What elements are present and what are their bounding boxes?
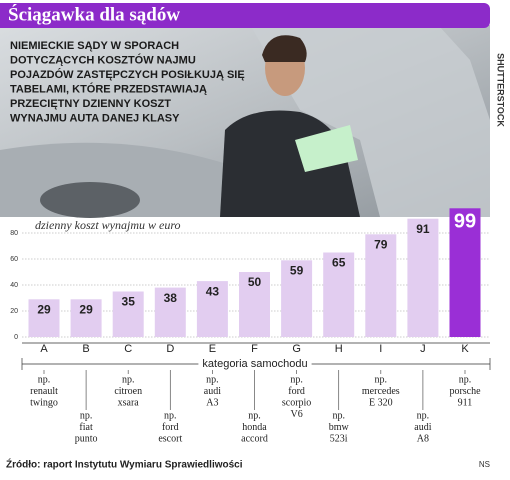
bar bbox=[365, 234, 397, 337]
y-tick-label: 20 bbox=[10, 308, 18, 315]
car-example: escort bbox=[158, 433, 182, 444]
x-tick-label: B bbox=[82, 343, 89, 355]
car-example: np. bbox=[290, 374, 303, 385]
value-label: 99 bbox=[454, 211, 476, 233]
photo bbox=[0, 5, 490, 218]
car-example: np. bbox=[122, 374, 135, 385]
x-tick-label: K bbox=[461, 343, 469, 355]
value-label: 79 bbox=[374, 237, 388, 251]
x-tick-label: G bbox=[292, 343, 301, 355]
value-label: 29 bbox=[79, 302, 93, 316]
car-example: ford bbox=[288, 386, 305, 397]
value-label: 29 bbox=[37, 302, 51, 316]
car-example: honda bbox=[242, 422, 267, 433]
car-example: E 320 bbox=[369, 397, 393, 408]
source: Źródło: raport Instytutu Wymiaru Sprawie… bbox=[6, 458, 243, 471]
car-example: 911 bbox=[458, 397, 473, 408]
bar bbox=[196, 281, 228, 337]
x-tick-label: E bbox=[209, 343, 216, 355]
y-tick-label: 0 bbox=[14, 334, 18, 341]
car-example: np. bbox=[164, 410, 177, 421]
car-example: np. bbox=[417, 410, 430, 421]
car-example: np. bbox=[459, 374, 472, 385]
car-example: np. bbox=[80, 410, 93, 421]
bar bbox=[112, 291, 144, 337]
description-line: NIEMIECKIE SĄDY W SPORACH bbox=[10, 40, 179, 52]
y-tick-label: 60 bbox=[10, 256, 18, 263]
car-example: punto bbox=[75, 433, 98, 444]
value-label: 38 bbox=[164, 291, 178, 305]
y-axis-label: dzienny koszt wynajmu w euro bbox=[35, 218, 181, 232]
x-tick-label: C bbox=[124, 343, 132, 355]
x-axis-label: kategoria samochodu bbox=[202, 358, 307, 370]
x-tick-label: H bbox=[335, 343, 343, 355]
description-line: DOTYCZĄCYCH KOSZTÓW NAJMU bbox=[10, 53, 196, 66]
x-tick-label: I bbox=[379, 343, 382, 355]
car-example: V6 bbox=[290, 409, 302, 420]
value-label: 59 bbox=[290, 263, 304, 277]
car-example: np. bbox=[38, 374, 51, 385]
car-example: porsche bbox=[449, 386, 481, 397]
title-banner bbox=[0, 3, 490, 28]
title-banner-edge bbox=[0, 3, 12, 28]
car-example: A8 bbox=[417, 433, 429, 444]
car-example: bmw bbox=[329, 422, 350, 433]
car-example: np. bbox=[248, 410, 261, 421]
x-tick-label: D bbox=[166, 343, 174, 355]
car-example: ford bbox=[162, 422, 179, 433]
bar bbox=[323, 252, 355, 337]
description-line: PRZECIĘTNY DZIENNY KOSZT bbox=[10, 98, 171, 110]
description-line: POJAZDÓW ZASTĘPCZYCH POSIŁKUJĄ SIĘ bbox=[10, 68, 245, 81]
x-tick-label: A bbox=[40, 343, 48, 355]
value-label: 91 bbox=[416, 222, 430, 236]
car-example: citroen bbox=[114, 386, 142, 397]
bar bbox=[407, 218, 439, 337]
chart-title: Ściągawka dla sądów bbox=[8, 3, 180, 25]
car-example: mercedes bbox=[362, 386, 400, 397]
car-example: audi bbox=[414, 422, 431, 433]
bar bbox=[281, 260, 313, 337]
car-example: accord bbox=[241, 433, 268, 444]
value-label: 50 bbox=[248, 275, 262, 289]
car-example: A3 bbox=[206, 397, 218, 408]
value-label: 35 bbox=[122, 295, 136, 309]
description-line: WYNAJMU AUTA DANEJ KLASY bbox=[10, 112, 180, 124]
car-example: renault bbox=[30, 386, 58, 397]
car-example: np. bbox=[375, 374, 388, 385]
value-label: 65 bbox=[332, 256, 346, 270]
logo: NS bbox=[479, 460, 490, 469]
car-example: twingo bbox=[30, 397, 58, 408]
description-line: TABELAMI, KTÓRE PRZEDSTAWIAJĄ bbox=[10, 82, 207, 95]
x-tick-label: J bbox=[420, 343, 426, 355]
bar bbox=[70, 299, 102, 337]
y-tick-label: 80 bbox=[10, 230, 18, 237]
value-label: 43 bbox=[206, 284, 220, 298]
bar bbox=[239, 272, 270, 337]
car-example: fiat bbox=[79, 422, 93, 433]
car-example: xsara bbox=[118, 397, 140, 408]
car-example: audi bbox=[204, 386, 221, 397]
y-tick-label: 40 bbox=[10, 282, 18, 289]
car-example: 523i bbox=[330, 433, 348, 444]
bar bbox=[449, 208, 481, 337]
car-example: np. bbox=[332, 410, 345, 421]
x-tick-label: F bbox=[251, 343, 258, 355]
bar bbox=[28, 299, 60, 337]
car-example: np. bbox=[206, 374, 219, 385]
car-example: scorpio bbox=[282, 397, 311, 408]
bar bbox=[154, 287, 186, 337]
photo-credit: SHUTTERSTOCK bbox=[496, 53, 506, 127]
